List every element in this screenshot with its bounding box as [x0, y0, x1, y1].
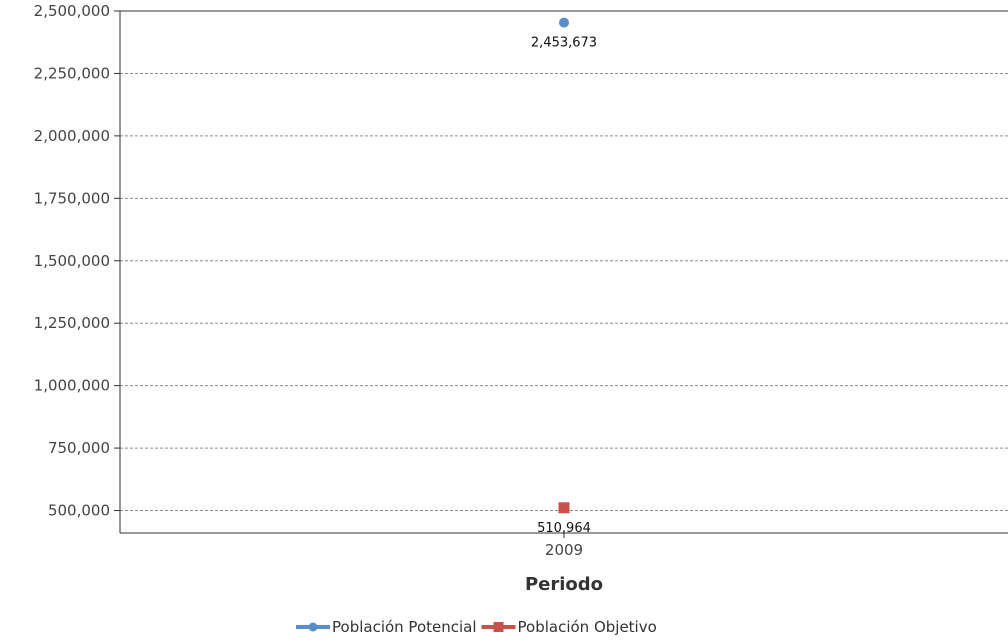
y-tick-label: 2,000,000 — [34, 127, 110, 145]
x-tick-label: 2009 — [545, 541, 583, 559]
y-tick-label: 1,750,000 — [34, 189, 110, 207]
legend-label: Población Objetivo — [518, 618, 657, 636]
legend-square-marker — [493, 622, 504, 632]
data-point-poblacion-objetivo[interactable] — [558, 502, 570, 514]
legend-item-poblacion-objetivo[interactable]: Población Objetivo — [481, 618, 657, 636]
x-axis-tick-labels: 2009 — [545, 533, 583, 559]
legend[interactable]: Población Potencial Población Objetivo — [296, 618, 657, 636]
y-axis-tick-labels: 500,000 750,000 1,000,000 1,250,000 1,500,00… — [34, 2, 110, 520]
legend-circle-marker — [308, 622, 318, 632]
y-tick-label: 1,500,000 — [34, 252, 110, 270]
data-point-poblacion-potencial[interactable] — [559, 17, 569, 28]
legend-item-poblacion-potencial[interactable]: Población Potencial — [296, 618, 477, 636]
y-tick-label: 500,000 — [48, 502, 110, 520]
data-label: 510,964 — [537, 521, 591, 536]
y-tick-label: 750,000 — [48, 439, 110, 457]
grid-lines — [114, 10, 1008, 512]
data-label: 2,453,673 — [531, 36, 597, 51]
series-markers: 2,453,673 510,964 — [531, 17, 597, 536]
legend-label: Población Potencial — [332, 618, 477, 636]
y-tick-label: 2,250,000 — [34, 64, 110, 82]
x-axis-title: Periodo — [525, 574, 603, 595]
y-tick-label: 2,500,000 — [34, 2, 110, 20]
y-tick-label: 1,000,000 — [34, 377, 110, 395]
y-tick-label: 1,250,000 — [34, 314, 110, 332]
